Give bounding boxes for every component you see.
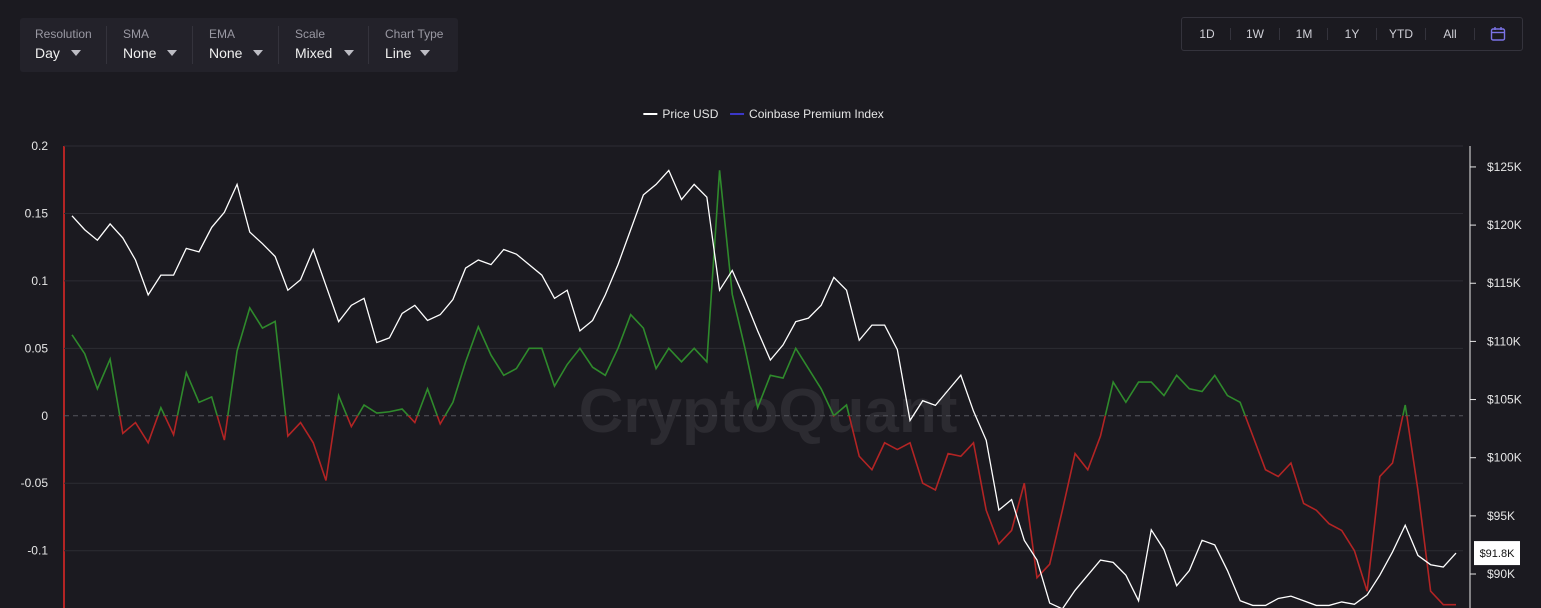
separator	[1327, 28, 1328, 40]
line-negative	[118, 415, 1456, 606]
legend-label: Price USD	[662, 107, 718, 121]
legend-label: Coinbase Premium Index	[749, 107, 884, 121]
y2-tick-label: $110K	[1487, 334, 1521, 348]
y-tick-label: 0.2	[31, 139, 48, 153]
range-button[interactable]: 1M	[1295, 27, 1313, 41]
watermark: CryptoQuant	[579, 377, 958, 446]
range-button[interactable]: YTD	[1389, 27, 1413, 41]
y-tick-label: 0.1	[31, 274, 48, 288]
y-tick-label: 0	[41, 409, 48, 423]
separator	[1376, 28, 1377, 40]
y2-tick-label: $120K	[1487, 218, 1522, 232]
y2-tick-label: $125K	[1487, 160, 1522, 174]
series-group	[71, 170, 1456, 606]
last-value-box	[1474, 541, 1520, 566]
y-tick-label: -0.1	[27, 544, 48, 558]
dropdown-label: Resolution	[35, 27, 92, 41]
range-button[interactable]: All	[1443, 27, 1457, 41]
dropdown-value: None	[209, 45, 243, 61]
series-group	[71, 169, 1457, 608]
y-tick-label: 0.05	[25, 341, 49, 355]
dropdown-value: None	[123, 45, 157, 61]
separator	[1425, 28, 1426, 40]
dropdown-value: Mixed	[295, 45, 333, 61]
range-button[interactable]: 1Y	[1344, 27, 1360, 41]
line-positive	[71, 170, 1408, 416]
line	[71, 169, 1457, 608]
separator	[192, 26, 193, 64]
separator	[1474, 28, 1475, 40]
dropdown-label: Chart Type	[385, 27, 444, 41]
dropdown-value: Line	[385, 45, 412, 61]
range-button[interactable]: 1D	[1199, 27, 1215, 41]
y2-tick-label: $100K	[1487, 451, 1522, 465]
caret	[253, 50, 263, 56]
toolbar: Resolution Day SMA None EMA None Scale M…	[20, 18, 458, 72]
caret	[420, 50, 430, 56]
y-tick-label: -0.05	[21, 476, 49, 490]
y2-tick-label: $95K	[1487, 509, 1515, 523]
dropdown-value: Day	[35, 45, 60, 61]
dropdown-label: EMA	[209, 27, 236, 41]
last-value-label: $91.8K	[1480, 548, 1516, 560]
separator	[1279, 28, 1280, 40]
y2-tick-label: $105K	[1487, 393, 1522, 407]
separator	[1230, 28, 1231, 40]
y2-tick-label: $90K	[1487, 567, 1515, 581]
calendar-button[interactable]	[1490, 26, 1506, 42]
separator	[368, 26, 369, 64]
dropdown-label: Scale	[295, 27, 326, 41]
caret	[167, 50, 177, 56]
caret	[71, 50, 81, 56]
y2-tick-label: $115K	[1487, 276, 1521, 290]
separator	[106, 26, 107, 64]
range-selector: 1D 1W 1M 1Y YTD All	[1181, 17, 1523, 51]
dropdown-label: SMA	[123, 27, 150, 41]
caret	[344, 50, 354, 56]
y-tick-label: 0.15	[25, 206, 49, 220]
separator	[278, 26, 279, 64]
range-button[interactable]: 1W	[1246, 27, 1264, 41]
